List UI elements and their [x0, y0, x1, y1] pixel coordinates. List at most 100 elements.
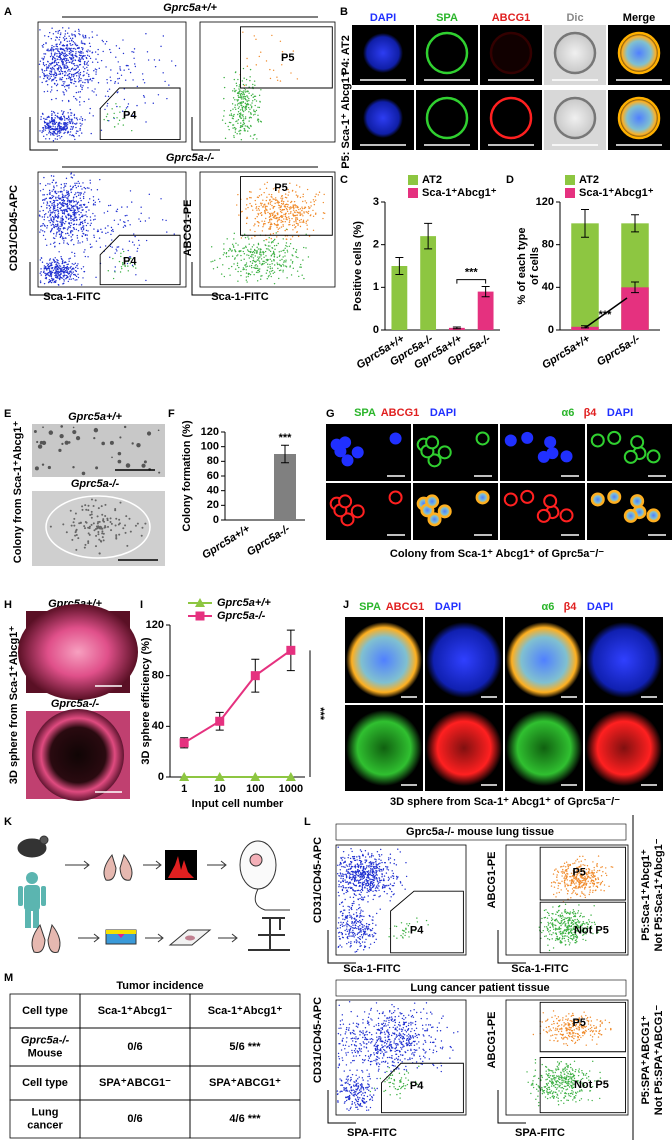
event-dot	[594, 923, 596, 926]
event-dot	[359, 935, 361, 938]
event-dot	[95, 71, 97, 73]
event-dot	[83, 186, 85, 189]
event-dot	[228, 128, 230, 131]
event-dot	[131, 129, 133, 132]
event-dot	[75, 91, 78, 94]
event-dot	[383, 878, 385, 880]
event-dot	[285, 218, 287, 220]
event-dot	[49, 73, 52, 76]
event-dot	[83, 100, 85, 103]
event-dot	[127, 265, 129, 267]
event-dot	[372, 865, 375, 868]
event-dot	[44, 125, 47, 127]
event-dot	[86, 72, 88, 74]
event-dot	[576, 874, 579, 876]
debris	[123, 425, 127, 429]
event-dot	[589, 891, 591, 893]
event-dot	[576, 866, 578, 869]
event-dot	[76, 207, 79, 210]
event-dot	[341, 914, 344, 917]
event-dot	[57, 123, 60, 125]
event-dot	[73, 95, 75, 98]
event-dot	[574, 892, 577, 894]
event-dot	[69, 267, 72, 269]
event-dot	[296, 218, 299, 221]
event-dot	[263, 262, 265, 265]
event-dot	[369, 935, 371, 937]
colony-cell	[95, 534, 98, 537]
event-dot	[556, 870, 559, 872]
event-dot	[259, 212, 261, 215]
event-dot	[243, 77, 245, 79]
event-dot	[88, 187, 90, 189]
event-dot	[372, 919, 374, 921]
event-dot	[583, 879, 585, 882]
event-dot	[380, 854, 383, 856]
event-dot	[57, 206, 59, 209]
colony-cell	[141, 526, 144, 529]
cell	[630, 494, 645, 509]
event-dot	[369, 881, 372, 883]
event-dot	[46, 202, 49, 204]
event-dot	[242, 83, 245, 86]
event-dot	[124, 109, 127, 111]
event-dot	[54, 257, 56, 259]
event-dot	[57, 277, 59, 279]
event-dot	[57, 259, 59, 262]
event-dot	[253, 225, 255, 227]
event-dot	[378, 877, 380, 879]
event-dot	[339, 872, 342, 874]
event-dot	[408, 922, 411, 925]
event-dot	[543, 935, 546, 938]
event-dot	[305, 211, 307, 213]
event-dot	[253, 248, 256, 251]
event-dot	[148, 193, 151, 196]
event-dot	[551, 923, 553, 926]
gate-label: P5	[274, 182, 287, 194]
event-dot	[64, 209, 66, 211]
event-dot	[570, 925, 572, 928]
event-dot	[43, 77, 45, 80]
event-dot	[132, 79, 134, 81]
event-dot	[240, 104, 243, 107]
event-dot	[97, 82, 100, 84]
event-dot	[280, 216, 283, 218]
event-dot	[248, 243, 250, 245]
event-dot	[245, 84, 247, 86]
event-dot	[296, 270, 299, 272]
event-dot	[387, 879, 390, 882]
event-dot	[131, 241, 134, 243]
event-dot	[340, 921, 342, 924]
event-dot	[355, 922, 358, 924]
event-dot	[271, 34, 273, 37]
event-dot	[111, 108, 113, 110]
event-dot	[116, 246, 118, 248]
event-dot	[85, 214, 87, 216]
event-dot	[343, 925, 345, 927]
cell	[520, 489, 535, 504]
event-dot	[75, 53, 77, 55]
event-dot	[346, 926, 348, 928]
event-dot	[240, 270, 242, 273]
event-dot	[266, 277, 268, 280]
column-header: Merge	[623, 12, 655, 24]
event-dot	[72, 199, 75, 201]
event-dot	[374, 932, 377, 935]
event-dot	[108, 88, 111, 90]
event-dot	[82, 81, 84, 84]
event-dot	[274, 248, 276, 251]
side-label: 3D sphere from Sca-1⁺Abcg1⁺	[8, 626, 20, 785]
event-dot	[133, 48, 136, 50]
event-dot	[138, 218, 140, 220]
event-dot	[63, 58, 65, 60]
event-dot	[575, 942, 577, 944]
event-dot	[268, 249, 270, 251]
event-dot	[81, 226, 84, 229]
event-dot	[80, 199, 82, 202]
event-dot	[286, 245, 288, 248]
event-dot	[591, 873, 594, 875]
event-dot	[337, 945, 340, 948]
event-dot	[553, 881, 555, 883]
event-dot	[574, 925, 576, 927]
event-dot	[236, 85, 238, 87]
